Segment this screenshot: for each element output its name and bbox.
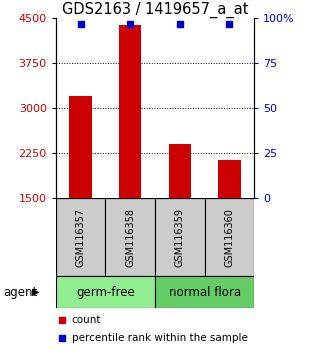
Title: GDS2163 / 1419657_a_at: GDS2163 / 1419657_a_at bbox=[62, 1, 248, 18]
Bar bbox=[56, 198, 105, 276]
Text: percentile rank within the sample: percentile rank within the sample bbox=[72, 333, 248, 343]
Bar bbox=[56, 276, 155, 308]
Text: ▶: ▶ bbox=[32, 287, 39, 297]
Bar bbox=[105, 198, 155, 276]
Text: GSM116358: GSM116358 bbox=[125, 208, 135, 267]
Bar bbox=[155, 198, 205, 276]
Text: germ-free: germ-free bbox=[76, 286, 135, 298]
Bar bbox=[119, 25, 141, 198]
Text: GSM116360: GSM116360 bbox=[224, 208, 234, 267]
Text: agent: agent bbox=[3, 286, 37, 298]
Bar bbox=[218, 160, 241, 198]
Bar bbox=[205, 198, 254, 276]
Text: normal flora: normal flora bbox=[169, 286, 241, 298]
Text: GSM116359: GSM116359 bbox=[175, 208, 185, 267]
Bar bbox=[155, 276, 254, 308]
Text: count: count bbox=[72, 315, 101, 325]
Bar bbox=[169, 144, 191, 198]
Text: GSM116357: GSM116357 bbox=[76, 207, 86, 267]
Bar bbox=[69, 96, 92, 198]
